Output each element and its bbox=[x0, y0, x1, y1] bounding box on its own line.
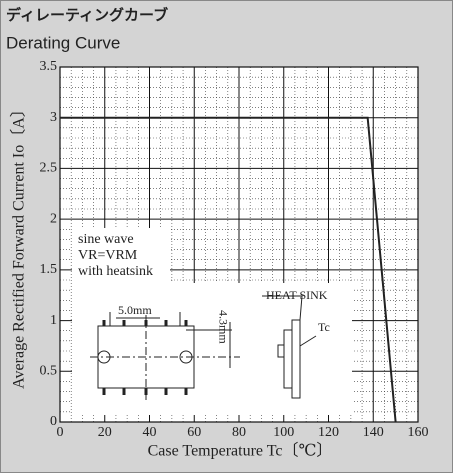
annotation: 5.0mm bbox=[118, 303, 152, 317]
x-tick-label: 140 bbox=[363, 425, 384, 440]
note-box bbox=[72, 228, 170, 290]
x-tick-label: 80 bbox=[232, 425, 246, 440]
annotation: HEAT SINK bbox=[266, 288, 328, 302]
x-tick-label: 60 bbox=[187, 425, 201, 440]
y-tick-label: 2 bbox=[50, 211, 57, 226]
annotation: Tc bbox=[318, 320, 330, 334]
plot-frame bbox=[59, 66, 419, 423]
x-tick-label: 100 bbox=[273, 425, 294, 440]
annotation: with heatsink bbox=[78, 264, 153, 279]
y-tick-label: 3.5 bbox=[40, 59, 58, 74]
inset: sine wave VR=VRM with heatsink 5.0mm 4.3… bbox=[72, 228, 352, 415]
x-tick-label: 40 bbox=[143, 425, 157, 440]
line-series bbox=[60, 116, 397, 423]
x-tick-label: 160 bbox=[408, 425, 429, 440]
x-tick-label: 20 bbox=[98, 425, 112, 440]
y-tick-label: 0.5 bbox=[40, 364, 58, 379]
y-tick-label: 3 bbox=[50, 110, 57, 125]
annotation: 4.3mm bbox=[216, 310, 230, 344]
y-tick-label: 0 bbox=[50, 414, 57, 429]
y-tick-label: 1.5 bbox=[40, 262, 58, 277]
y-axis-label: Average Rectified Forward Current Io〔A〕 bbox=[10, 101, 28, 389]
chart-subtitle: Derating Curve bbox=[6, 33, 120, 52]
annotation: sine wave bbox=[78, 232, 134, 247]
package-drawing bbox=[90, 295, 317, 400]
x-tick-label: 120 bbox=[318, 425, 339, 440]
x-axis-label: Case Temperature Tc〔℃〕 bbox=[148, 442, 333, 460]
annotation: VR=VRM bbox=[78, 248, 138, 263]
y-tick-label: 2.5 bbox=[40, 161, 58, 176]
x-tick-label: 0 bbox=[57, 425, 64, 440]
chart-title: ディレーティングカーブ bbox=[6, 6, 168, 24]
y-tick-label: 1 bbox=[50, 313, 57, 328]
